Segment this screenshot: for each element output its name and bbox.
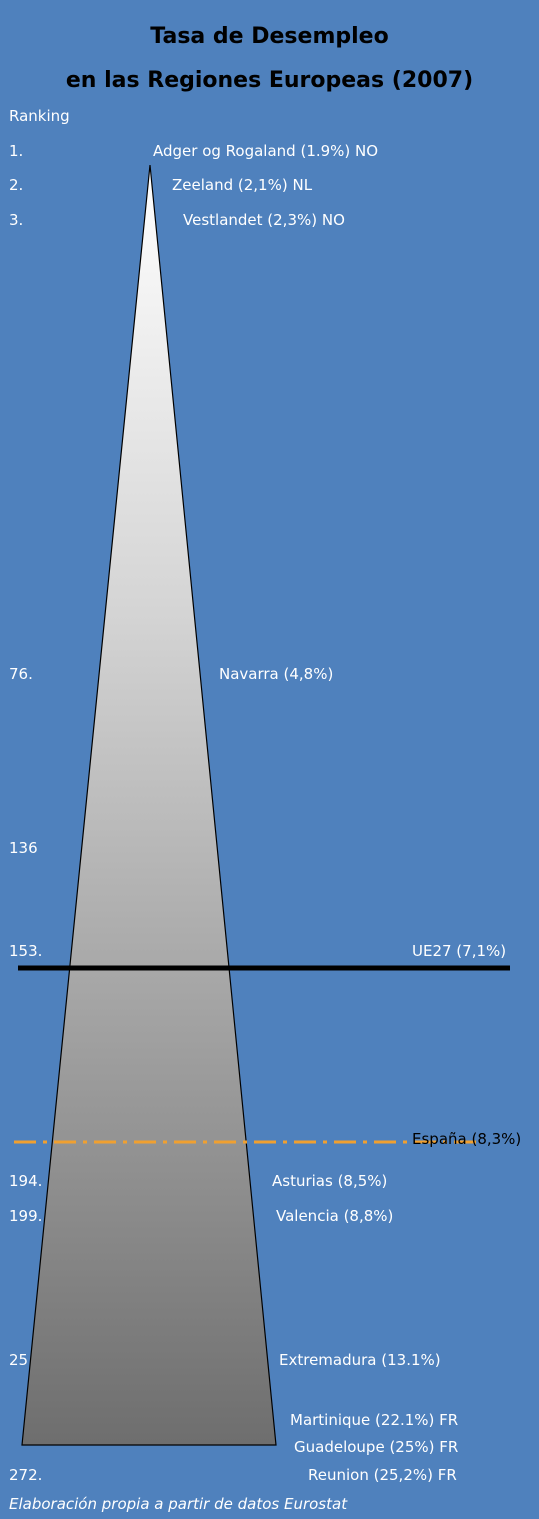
ranking-header: Ranking (9, 107, 70, 125)
region-label-navarra: Navarra (4,8%) (219, 665, 334, 683)
region-label-vestlandet: Vestlandet (2,3%) NO (183, 211, 345, 229)
rank-number: 3. (9, 211, 24, 229)
title-line-1: Tasa de Desempleo (150, 24, 389, 49)
rank-number: 2. (9, 176, 24, 194)
region-label-asturias: Asturias (8,5%) (272, 1172, 388, 1190)
ranking-triangle (21, 164, 277, 1446)
region-label-extremadura: Extremadura (13.1%) (279, 1351, 441, 1369)
region-label-valencia: Valencia (8,8%) (276, 1207, 394, 1225)
rank-number: 136 (9, 839, 38, 857)
region-label-zeeland: Zeeland (2,1%) NL (172, 176, 313, 194)
title-line-2: en las Regiones Europeas (2007) (65, 68, 474, 93)
rank-number: 272. (9, 1466, 43, 1484)
region-label-martinique: Martinique (22.1%) FR (290, 1411, 459, 1429)
region-label-guadeloupe: Guadeloupe (25%) FR (294, 1438, 459, 1456)
region-label-ue27: UE27 (7,1%) (412, 942, 507, 960)
rank-number: 194. (9, 1172, 43, 1190)
rank-number: 25 (9, 1351, 29, 1369)
region-label-reunion: Reunion (25,2%) FR (308, 1466, 457, 1484)
rank-number: 1. (9, 142, 24, 160)
source-footer: Elaboración propia a partir de datos Eur… (9, 1495, 348, 1513)
rank-number: 76. (9, 665, 33, 683)
rank-number: 153. (9, 942, 43, 960)
region-label-espana: España (8,3%) (412, 1130, 522, 1148)
region-label-adger: Adger og Rogaland (1.9%) NO (153, 142, 379, 160)
rank-number: 199. (9, 1207, 43, 1225)
